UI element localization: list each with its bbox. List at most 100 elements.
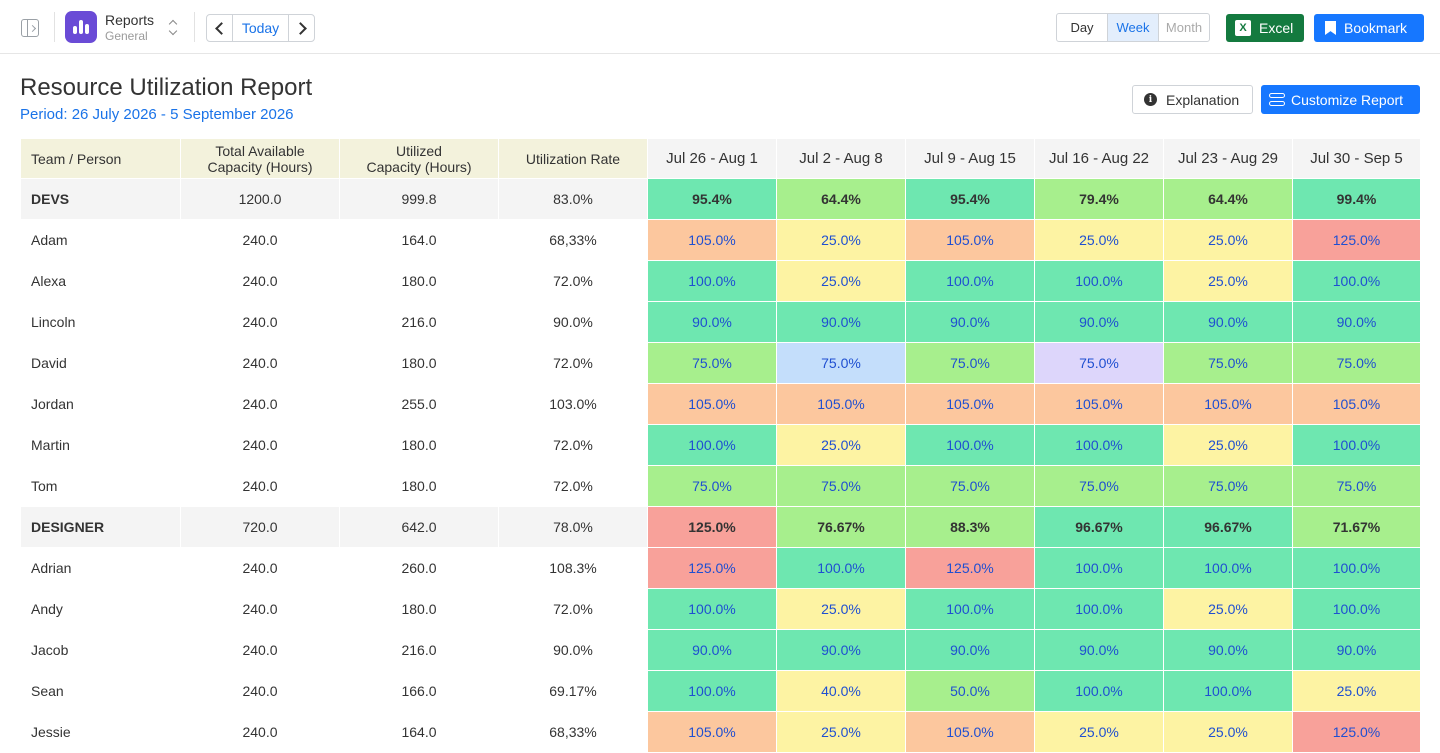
week-utilization-cell[interactable]: 90.0%: [1034, 629, 1164, 671]
person-name[interactable]: Martin: [20, 424, 181, 466]
chevron-up-down-icon[interactable]: [167, 18, 181, 38]
column-header-week[interactable]: Jul 16 - Aug 22: [1034, 138, 1164, 179]
week-utilization-cell[interactable]: 100.0%: [1292, 424, 1421, 466]
week-utilization-cell[interactable]: 125.0%: [1292, 219, 1421, 261]
week-utilization-cell[interactable]: 100.0%: [1034, 424, 1164, 466]
week-utilization-cell[interactable]: 125.0%: [1292, 711, 1421, 753]
week-utilization-cell[interactable]: 100.0%: [647, 670, 777, 712]
person-name[interactable]: Alexa: [20, 260, 181, 302]
person-name[interactable]: Tom: [20, 465, 181, 507]
week-utilization-cell[interactable]: 75.0%: [1292, 465, 1421, 507]
person-row[interactable]: Jessie 240.0 164.0 68,33% 105.0% 25.0% 105.0% 2…: [20, 711, 1421, 753]
person-name[interactable]: Lincoln: [20, 301, 181, 343]
week-utilization-cell[interactable]: 64.4%: [776, 178, 906, 220]
week-utilization-cell[interactable]: 105.0%: [1163, 383, 1293, 425]
person-row[interactable]: Lincoln 240.0 216.0 90.0% 90.0% 90.0% 90.0% 90.…: [20, 301, 1421, 343]
week-utilization-cell[interactable]: 50.0%: [905, 670, 1035, 712]
week-utilization-cell[interactable]: 25.0%: [1163, 711, 1293, 753]
week-utilization-cell[interactable]: 100.0%: [1163, 670, 1293, 712]
explanation-button[interactable]: i Explanation: [1132, 85, 1253, 114]
person-name[interactable]: Andy: [20, 588, 181, 630]
person-name[interactable]: David: [20, 342, 181, 384]
week-utilization-cell[interactable]: 125.0%: [647, 547, 777, 589]
week-utilization-cell[interactable]: 100.0%: [1292, 588, 1421, 630]
view-month-button[interactable]: Month: [1165, 20, 1203, 35]
week-utilization-cell[interactable]: 25.0%: [776, 711, 906, 753]
week-utilization-cell[interactable]: 90.0%: [647, 301, 777, 343]
person-row[interactable]: Adam 240.0 164.0 68,33% 105.0% 25.0% 105.0% 25.…: [20, 219, 1421, 261]
person-name[interactable]: Adrian: [20, 547, 181, 589]
week-utilization-cell[interactable]: 100.0%: [905, 588, 1035, 630]
column-header-week[interactable]: Jul 9 - Aug 15: [905, 138, 1035, 179]
person-name[interactable]: Sean: [20, 670, 181, 712]
team-row[interactable]: DESIGNER 720.0 642.0 78.0% 125.0% 76.67% 88.3%…: [20, 506, 1421, 548]
week-utilization-cell[interactable]: 100.0%: [905, 424, 1035, 466]
week-utilization-cell[interactable]: 105.0%: [776, 383, 906, 425]
week-utilization-cell[interactable]: 96.67%: [1034, 506, 1164, 548]
week-utilization-cell[interactable]: 75.0%: [905, 342, 1035, 384]
week-utilization-cell[interactable]: 96.67%: [1163, 506, 1293, 548]
view-day-button[interactable]: Day: [1057, 14, 1108, 41]
excel-export-button[interactable]: X Excel: [1226, 14, 1304, 42]
week-utilization-cell[interactable]: 25.0%: [1163, 588, 1293, 630]
team-row[interactable]: DEVS 1200.0 999.8 83.0% 95.4% 64.4% 95.4% 79.4%…: [20, 178, 1421, 220]
team-name[interactable]: DEVS: [20, 178, 181, 220]
week-utilization-cell[interactable]: 90.0%: [1163, 301, 1293, 343]
week-utilization-cell[interactable]: 105.0%: [647, 383, 777, 425]
column-header-week[interactable]: Jul 2 - Aug 8: [776, 138, 906, 179]
column-header-total-capacity[interactable]: Total Available Capacity (Hours): [180, 138, 340, 179]
week-utilization-cell[interactable]: 100.0%: [1034, 547, 1164, 589]
week-utilization-cell[interactable]: 75.0%: [905, 465, 1035, 507]
today-button[interactable]: Today: [241, 20, 280, 36]
week-utilization-cell[interactable]: 125.0%: [647, 506, 777, 548]
previous-period-button[interactable]: [207, 15, 233, 41]
week-utilization-cell[interactable]: 100.0%: [1292, 547, 1421, 589]
week-utilization-cell[interactable]: 64.4%: [1163, 178, 1293, 220]
week-utilization-cell[interactable]: 95.4%: [647, 178, 777, 220]
reports-app-icon[interactable]: [65, 11, 97, 43]
week-utilization-cell[interactable]: 95.4%: [905, 178, 1035, 220]
person-row[interactable]: Martin 240.0 180.0 72.0% 100.0% 25.0% 100.0% 10…: [20, 424, 1421, 466]
week-utilization-cell[interactable]: 100.0%: [647, 588, 777, 630]
week-utilization-cell[interactable]: 100.0%: [1034, 588, 1164, 630]
week-utilization-cell[interactable]: 75.0%: [1292, 342, 1421, 384]
week-utilization-cell[interactable]: 25.0%: [776, 588, 906, 630]
week-utilization-cell[interactable]: 75.0%: [1163, 342, 1293, 384]
week-utilization-cell[interactable]: 75.0%: [776, 342, 906, 384]
next-period-button[interactable]: [288, 15, 314, 41]
week-utilization-cell[interactable]: 105.0%: [1292, 383, 1421, 425]
week-utilization-cell[interactable]: 25.0%: [1034, 711, 1164, 753]
person-row[interactable]: Tom 240.0 180.0 72.0% 75.0% 75.0% 75.0% 75.0% 75…: [20, 465, 1421, 507]
person-row[interactable]: Sean 240.0 166.0 69.17% 100.0% 40.0% 50.0% 100.…: [20, 670, 1421, 712]
column-header-utilized-capacity[interactable]: Utilized Capacity (Hours): [339, 138, 499, 179]
week-utilization-cell[interactable]: 105.0%: [647, 711, 777, 753]
person-row[interactable]: Jordan 240.0 255.0 103.0% 105.0% 105.0% 105.0%…: [20, 383, 1421, 425]
team-name[interactable]: DESIGNER: [20, 506, 181, 548]
week-utilization-cell[interactable]: 100.0%: [647, 424, 777, 466]
week-utilization-cell[interactable]: 25.0%: [776, 424, 906, 466]
week-utilization-cell[interactable]: 105.0%: [905, 383, 1035, 425]
week-utilization-cell[interactable]: 88.3%: [905, 506, 1035, 548]
week-utilization-cell[interactable]: 100.0%: [1292, 260, 1421, 302]
week-utilization-cell[interactable]: 25.0%: [1163, 219, 1293, 261]
week-utilization-cell[interactable]: 75.0%: [647, 465, 777, 507]
week-utilization-cell[interactable]: 25.0%: [1292, 670, 1421, 712]
bookmark-button[interactable]: Bookmark: [1314, 14, 1424, 42]
week-utilization-cell[interactable]: 100.0%: [647, 260, 777, 302]
week-utilization-cell[interactable]: 25.0%: [1163, 260, 1293, 302]
week-utilization-cell[interactable]: 105.0%: [1034, 383, 1164, 425]
person-name[interactable]: Adam: [20, 219, 181, 261]
week-utilization-cell[interactable]: 75.0%: [1163, 465, 1293, 507]
column-header-utilization-rate[interactable]: Utilization Rate: [498, 138, 648, 179]
person-row[interactable]: Adrian 240.0 260.0 108.3% 125.0% 100.0% 125.0%…: [20, 547, 1421, 589]
week-utilization-cell[interactable]: 76.67%: [776, 506, 906, 548]
week-utilization-cell[interactable]: 100.0%: [1034, 670, 1164, 712]
week-utilization-cell[interactable]: 105.0%: [647, 219, 777, 261]
week-utilization-cell[interactable]: 25.0%: [776, 219, 906, 261]
week-utilization-cell[interactable]: 90.0%: [1292, 629, 1421, 671]
week-utilization-cell[interactable]: 90.0%: [1163, 629, 1293, 671]
week-utilization-cell[interactable]: 90.0%: [1292, 301, 1421, 343]
week-utilization-cell[interactable]: 99.4%: [1292, 178, 1421, 220]
week-utilization-cell[interactable]: 40.0%: [776, 670, 906, 712]
week-utilization-cell[interactable]: 75.0%: [647, 342, 777, 384]
